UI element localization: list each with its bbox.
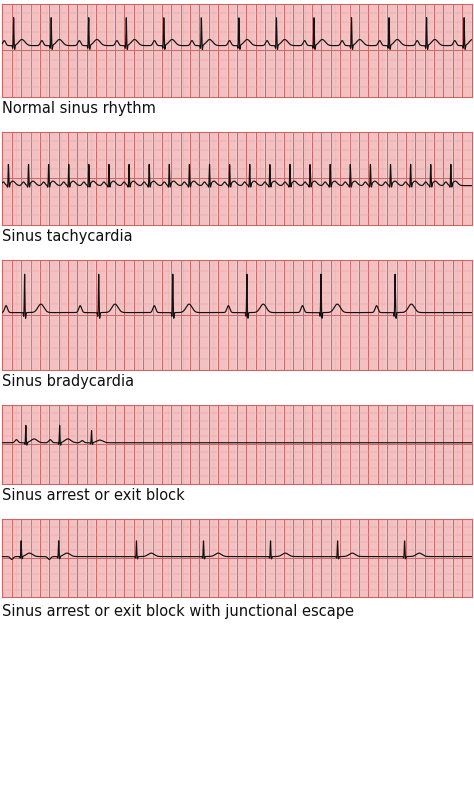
Text: Sinus bradycardia: Sinus bradycardia (2, 374, 135, 389)
Text: Sinus arrest or exit block: Sinus arrest or exit block (2, 488, 185, 503)
Text: Normal sinus rhythm: Normal sinus rhythm (2, 101, 156, 116)
Text: Sinus tachycardia: Sinus tachycardia (2, 229, 133, 244)
Text: Sinus arrest or exit block with junctional escape: Sinus arrest or exit block with junction… (2, 604, 355, 619)
